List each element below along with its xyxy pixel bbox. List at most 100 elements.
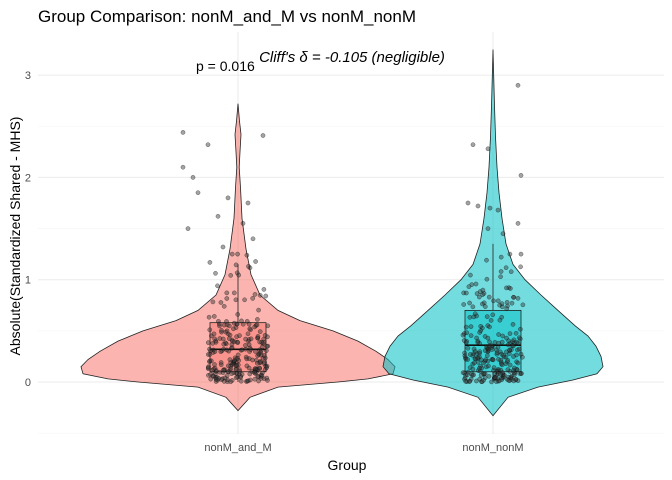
jitter-points — [180, 82, 526, 385]
data-point — [494, 379, 499, 385]
data-point — [210, 373, 216, 379]
data-point — [206, 314, 212, 320]
data-point — [218, 300, 224, 305]
data-point — [463, 290, 469, 296]
data-point — [228, 273, 234, 278]
data-point — [520, 302, 526, 308]
data-point — [513, 330, 519, 336]
data-point — [209, 368, 215, 373]
data-point — [261, 336, 267, 342]
data-point — [258, 349, 264, 355]
data-point — [461, 290, 467, 296]
data-point — [257, 329, 263, 334]
data-point — [229, 345, 234, 351]
data-point — [260, 355, 266, 361]
data-point — [498, 361, 504, 367]
data-point — [226, 323, 232, 329]
data-point — [463, 356, 469, 362]
data-point — [487, 324, 492, 330]
data-point — [482, 304, 488, 309]
data-point — [244, 318, 250, 324]
data-point — [208, 358, 214, 364]
data-point — [508, 347, 514, 353]
data-point — [497, 317, 503, 323]
data-point — [484, 257, 489, 263]
data-point — [236, 272, 242, 278]
data-point — [212, 349, 218, 354]
data-point — [467, 365, 473, 370]
data-point — [486, 373, 492, 379]
data-point — [494, 351, 500, 357]
data-point — [488, 318, 494, 323]
data-point — [263, 293, 269, 299]
data-point — [221, 379, 227, 384]
data-point — [467, 352, 473, 357]
data-point — [185, 226, 191, 231]
data-point — [482, 334, 488, 339]
data-point — [247, 371, 253, 377]
y-tick-label: 0 — [25, 377, 31, 389]
data-point — [478, 372, 484, 378]
data-point — [504, 306, 510, 312]
data-point — [490, 357, 496, 363]
data-point — [260, 133, 266, 138]
data-point — [512, 372, 517, 378]
data-point — [499, 339, 505, 345]
x-axis-title: Group — [328, 457, 367, 473]
data-point — [481, 371, 487, 377]
data-point — [220, 244, 226, 250]
data-point — [481, 360, 486, 366]
data-point — [247, 377, 253, 383]
violin-nonM_and_M — [80, 103, 396, 412]
data-point — [475, 355, 480, 361]
data-point — [498, 254, 504, 260]
data-point — [515, 82, 521, 88]
data-point — [482, 375, 488, 381]
y-axis-ticks: 0 1 2 3 — [25, 70, 31, 389]
data-point — [480, 287, 486, 293]
data-point — [480, 301, 485, 307]
data-point — [250, 296, 256, 301]
data-point — [233, 362, 239, 368]
data-point — [213, 377, 219, 382]
y-tick-label: 2 — [25, 172, 31, 184]
data-point — [505, 303, 510, 309]
data-point — [232, 355, 238, 361]
data-point — [235, 352, 241, 358]
data-point — [471, 346, 477, 352]
data-point — [252, 292, 258, 297]
data-point — [472, 311, 478, 317]
data-point — [475, 338, 481, 344]
data-point — [227, 332, 233, 338]
data-point — [499, 301, 505, 307]
data-point — [264, 348, 269, 353]
data-point — [481, 377, 486, 383]
data-point — [216, 318, 221, 324]
data-point — [463, 340, 469, 346]
data-point — [229, 371, 234, 376]
data-point — [261, 353, 267, 358]
data-point — [464, 330, 470, 336]
data-point — [467, 300, 472, 306]
data-point — [253, 349, 258, 354]
data-point — [233, 297, 239, 303]
data-point — [265, 334, 270, 340]
data-point — [207, 327, 213, 333]
data-point — [242, 297, 247, 303]
data-point — [477, 289, 483, 294]
data-point — [215, 213, 221, 219]
data-point — [489, 379, 494, 385]
data-point — [238, 374, 243, 379]
data-point — [510, 343, 515, 348]
x-tick-label: nonM_and_M — [204, 442, 271, 454]
data-point — [216, 376, 222, 381]
data-point — [482, 371, 488, 377]
data-point — [256, 378, 261, 384]
data-point — [468, 333, 474, 338]
data-point — [477, 351, 482, 356]
data-point — [470, 304, 476, 310]
data-point — [477, 349, 483, 354]
data-point — [243, 346, 248, 352]
x-tick-label: nonM_nonM — [462, 442, 523, 454]
data-point — [245, 200, 251, 206]
